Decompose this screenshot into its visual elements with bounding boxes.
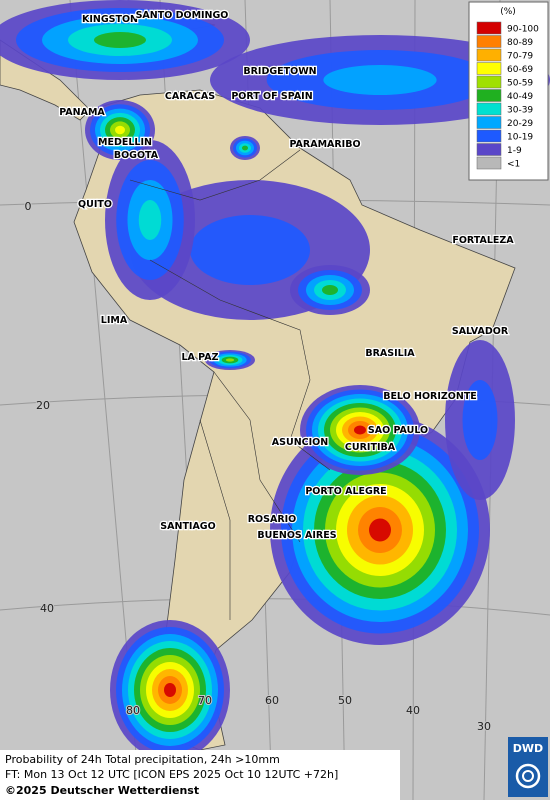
legend: (%) 90-100 80-89 70-79 60-69 50-59 40-49 30-39… [468,1,549,181]
city-label: BRIDGETOWN [243,66,316,77]
legend-title: (%) [500,7,516,17]
city-label: QUITO [78,199,112,210]
rain-area [115,125,125,135]
rain-area [369,518,391,542]
rain-area [462,380,498,460]
footer-line: Probability of 24h Total precipitation, … [5,753,280,766]
longitude-label: 40 [406,704,420,717]
city-label: BELO HORIZONTE [383,391,477,402]
city-label: MEDELLIN [98,137,152,148]
longitude-label: 80 [126,704,140,717]
legend-label: 60-69 [507,65,533,75]
footer-box [0,750,400,800]
legend-label: 10-19 [507,133,533,143]
legend-label: 1-9 [507,146,522,156]
city-label: LA PAZ [181,352,218,363]
city-label: PARAMARIBO [289,139,360,150]
rain-area [225,358,235,362]
legend-swatch [476,143,502,156]
legend-label: 50-59 [507,79,533,89]
city-label: SAO PAULO [368,425,428,436]
rain-area [164,683,176,697]
footer-line: FT: Mon 13 Oct 12 UTC [ICON EPS 2025 Oct… [5,768,338,781]
copyright: ©2025 Deutscher Wetterdienst [5,784,199,797]
borders [129,149,331,620]
legend-label: 70-79 [507,52,533,62]
longitude-label: 30 [477,720,491,733]
legend-label: 40-49 [507,92,533,102]
longitude-label: 60 [265,694,279,707]
legend-swatch [476,48,502,62]
rain-area [323,65,437,95]
rain-area [322,285,338,295]
legend-label: 80-89 [507,38,533,48]
legend-swatch [476,89,502,102]
legend-swatch [476,156,502,170]
longitude-label: 70 [198,694,212,707]
city-label: LIMA [101,315,128,326]
legend-swatch [476,116,502,129]
city-label: PANAMA [59,107,105,118]
rain-area [354,425,366,435]
legend-label: <1 [507,160,520,170]
longitude-label: 50 [338,694,352,707]
legend-label: 30-39 [507,106,533,116]
legend-swatch [476,62,502,75]
rain-area [190,215,310,285]
legend-swatch [476,21,502,35]
city-label: BOGOTA [114,150,159,161]
rain-area [138,200,162,240]
city-label: CURITIBA [345,442,396,453]
city-label: BRASILIA [365,348,415,359]
city-label: CARACAS [165,91,215,102]
precipitation [0,0,550,760]
city-label: PORTO ALEGRE [305,486,386,497]
city-label: SALVADOR [452,326,509,337]
legend-swatch [476,129,502,143]
city-label: FORTALEZA [452,235,514,246]
city-label: ROSARIO [248,514,297,525]
logo-swirl [515,763,541,789]
legend-swatch [476,75,502,89]
city-label: SANTO DOMINGO [136,10,229,21]
legend-swatch [476,35,502,48]
rain-area [242,145,248,151]
logo-swirl [522,770,534,782]
rain-area [94,32,146,48]
latitude-label: 40 [40,602,54,615]
city-label: ASUNCION [272,437,328,448]
city-label: BUENOS AIRES [257,530,336,541]
latitude-label: 20 [36,399,50,412]
legend-label: 20-29 [507,119,533,129]
city-label: KINGSTON [82,14,138,25]
city-label: PORT OF SPAIN [231,91,312,102]
city-label: SANTIAGO [160,521,215,532]
latitude-label: 0 [25,200,32,213]
logo: DWD [513,742,543,755]
legend-swatch [476,102,502,116]
legend-label: 90-100 [507,25,539,35]
